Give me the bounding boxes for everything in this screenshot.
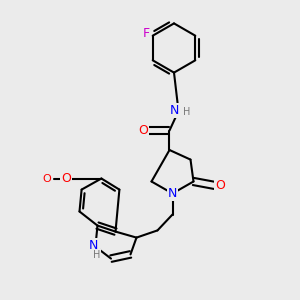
Text: N: N <box>89 238 99 252</box>
Text: N: N <box>170 104 180 117</box>
Text: F: F <box>143 27 150 40</box>
Text: O: O <box>138 124 148 137</box>
Text: N: N <box>168 187 177 200</box>
Text: H: H <box>93 250 100 260</box>
Text: O: O <box>215 179 225 192</box>
Text: H: H <box>183 107 190 117</box>
Text: O: O <box>42 173 51 184</box>
Text: O: O <box>61 172 71 185</box>
